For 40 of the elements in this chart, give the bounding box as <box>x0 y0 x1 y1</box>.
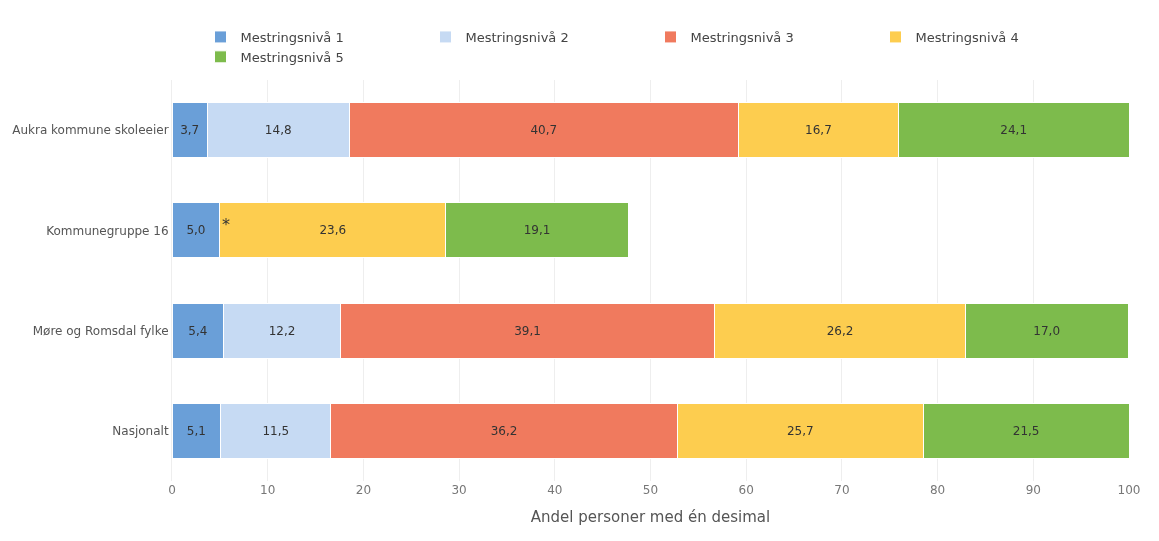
x-tick-label: 60 <box>738 483 754 497</box>
x-tick-label: 70 <box>834 483 850 497</box>
legend-label: Mestringsnivå 1 <box>240 30 344 45</box>
x-tick-label: 40 <box>547 483 563 497</box>
data-label: 3,7 <box>180 123 200 138</box>
x-tick-label: 20 <box>355 483 372 497</box>
y-tick-label: Aukra kommune skoleeier <box>12 123 169 138</box>
x-tick-label: 90 <box>1025 483 1041 497</box>
data-label: 12,2 <box>268 323 296 338</box>
x-axis-title: Andel personer med én desimal <box>530 508 771 526</box>
y-tick-label: Møre og Romsdal fylke <box>32 323 169 338</box>
data-label: 16,7 <box>805 123 832 138</box>
x-tick-label: 10 <box>260 483 276 497</box>
data-label: 14,8 <box>264 123 292 138</box>
data-label: 39,1 <box>514 323 541 338</box>
legend-label: Mestringsnivå 2 <box>465 30 569 45</box>
y-tick-label: Kommunegruppe 16 <box>46 223 169 238</box>
x-tick-label: 50 <box>642 483 659 497</box>
legend-label: Mestringsnivå 5 <box>240 49 344 65</box>
data-label: 40,7 <box>530 123 558 138</box>
data-label: 23,6 <box>319 223 347 238</box>
data-label: 11,5 <box>262 423 290 438</box>
annotation: * <box>222 215 230 234</box>
data-label: 5,0 <box>186 223 206 238</box>
data-label: 21,5 <box>1012 423 1040 438</box>
legend-label: Mestringsnivå 4 <box>915 30 1019 45</box>
x-tick-label: 80 <box>929 483 946 497</box>
data-label: 25,7 <box>786 423 814 438</box>
data-label: 17,0 <box>1033 323 1061 338</box>
data-label: 5,1 <box>186 423 206 438</box>
data-label: 26,2 <box>826 323 854 338</box>
data-label: 19,1 <box>523 223 551 238</box>
x-tick-label: 100 <box>1117 483 1141 497</box>
legend-label: Mestringsnivå 3 <box>690 30 794 45</box>
y-tick-label: Nasjonalt <box>112 424 169 439</box>
data-label: 5,4 <box>188 323 208 338</box>
data-label: 36,2 <box>490 423 518 438</box>
data-label: 24,1 <box>1000 123 1028 138</box>
x-tick-label: 0 <box>168 483 176 497</box>
x-tick-label: 30 <box>451 483 467 497</box>
